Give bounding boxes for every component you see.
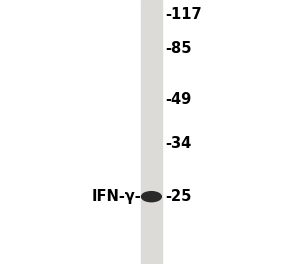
Text: -49: -49	[166, 92, 192, 106]
Text: -117: -117	[166, 7, 202, 22]
Bar	[141, 0, 162, 264]
Text: -85: -85	[166, 41, 192, 56]
Ellipse shape	[142, 192, 161, 202]
Text: IFN-γ-: IFN-γ-	[92, 189, 142, 204]
Text: -25: -25	[166, 189, 192, 204]
Text: -34: -34	[166, 136, 192, 151]
